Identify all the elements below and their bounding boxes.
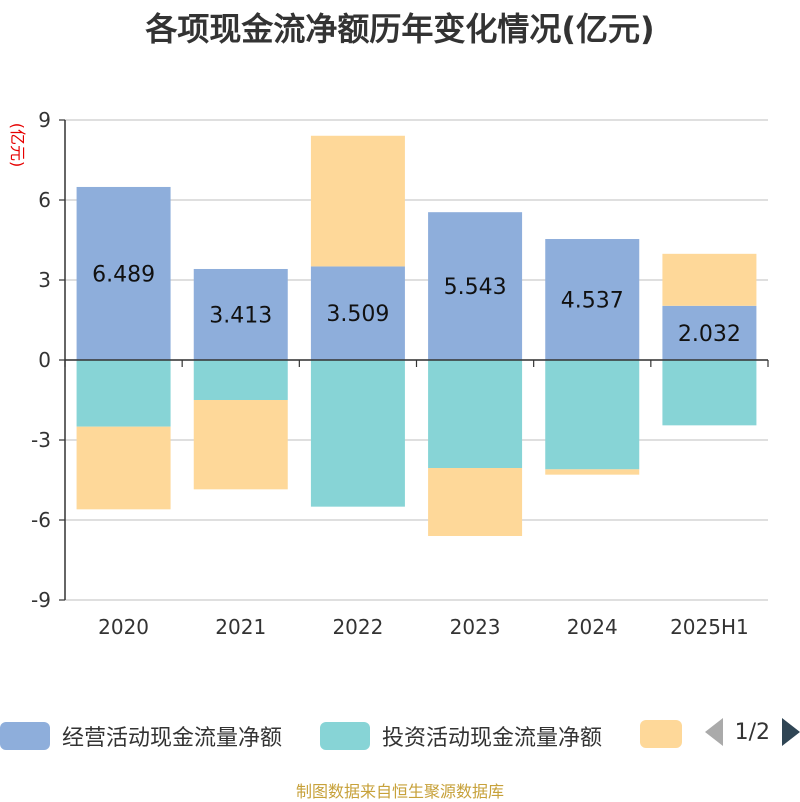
bar-2025H1-series-1	[662, 360, 757, 426]
bar-2021-series-2	[193, 400, 288, 490]
legend-item-investing[interactable]: 投资活动现金流量净额	[320, 720, 602, 752]
bar-2021-series-0	[193, 268, 288, 360]
legend-swatch-operating	[0, 722, 50, 750]
axes	[59, 119, 769, 601]
bars	[76, 135, 757, 536]
y-tick-label: 0	[38, 348, 51, 372]
bar-2021-series-1	[193, 360, 288, 400]
data-label-2022: 3.509	[326, 302, 389, 327]
x-tick-label-2023: 2023	[450, 615, 501, 639]
x-tick-label-2025H1: 2025H1	[670, 615, 749, 639]
legend-item-operating[interactable]: 经营活动现金流量净额	[0, 720, 282, 752]
x-tick-label-2022: 2022	[332, 615, 383, 639]
bar-2022-series-1	[310, 360, 405, 507]
legend-swatch-third	[640, 720, 682, 748]
pager-text: 1/2	[734, 719, 770, 745]
chart-title: 各项现金流净额历年变化情况(亿元)	[145, 10, 655, 48]
bar-2022-series-2	[310, 135, 405, 267]
legend: 经营活动现金流量净额 投资活动现金流量净额 1/2	[0, 714, 800, 754]
bar-2024-series-1	[545, 360, 640, 470]
x-tick-label-2020: 2020	[98, 615, 149, 639]
bar-chart: 9 6 3 0 -3 -6 -9 (亿元) 6.489 2020 3.413 2021 3.509 202…	[8, 108, 769, 639]
bar-2023-series-0	[428, 212, 523, 360]
legend-item-third[interactable]	[640, 720, 694, 748]
y-tick-label: -6	[31, 508, 51, 532]
bar-2022-series-0	[310, 266, 405, 360]
legend-swatch-investing	[320, 722, 370, 750]
data-label-2025H1: 2.032	[678, 322, 741, 347]
data-label-2020: 6.489	[92, 262, 155, 287]
bar-2023-series-1	[428, 360, 523, 468]
data-label-2023: 5.543	[444, 275, 507, 300]
bar-2020-series-1	[76, 360, 171, 427]
y-tick-label: -3	[31, 428, 51, 452]
pager-next-icon[interactable]	[782, 718, 800, 746]
y-tick-label: 3	[38, 268, 51, 292]
legend-label-operating: 经营活动现金流量净额	[62, 726, 283, 751]
legend-label-investing: 投资活动现金流量净额	[382, 726, 603, 751]
bar-2020-series-2	[76, 426, 171, 510]
bar-2024-series-2	[545, 469, 640, 475]
data-label-2024: 4.537	[561, 289, 624, 314]
bar-2023-series-2	[428, 468, 523, 536]
y-axis-unit-label: (亿元)	[8, 123, 27, 168]
pager-prev-icon[interactable]	[704, 718, 723, 746]
y-tick-label: -9	[31, 588, 51, 612]
x-tick-label-2024: 2024	[567, 615, 618, 639]
source-note: 制图数据来自恒生聚源数据库	[295, 782, 504, 801]
y-tick-label: 9	[38, 108, 51, 132]
labels: 9 6 3 0 -3 -6 -9 (亿元) 6.489 2020 3.413 2021 3.509 202…	[8, 108, 749, 639]
legend-pager: 1/2	[704, 718, 800, 746]
x-tick-label-2021: 2021	[215, 615, 266, 639]
bar-2025H1-series-2	[662, 253, 757, 306]
bar-2020-series-0	[76, 186, 171, 360]
data-label-2021: 3.413	[209, 303, 272, 328]
y-tick-label: 6	[38, 188, 51, 212]
bar-2024-series-0	[545, 239, 640, 360]
bar-2025H1-series-0	[662, 305, 757, 360]
